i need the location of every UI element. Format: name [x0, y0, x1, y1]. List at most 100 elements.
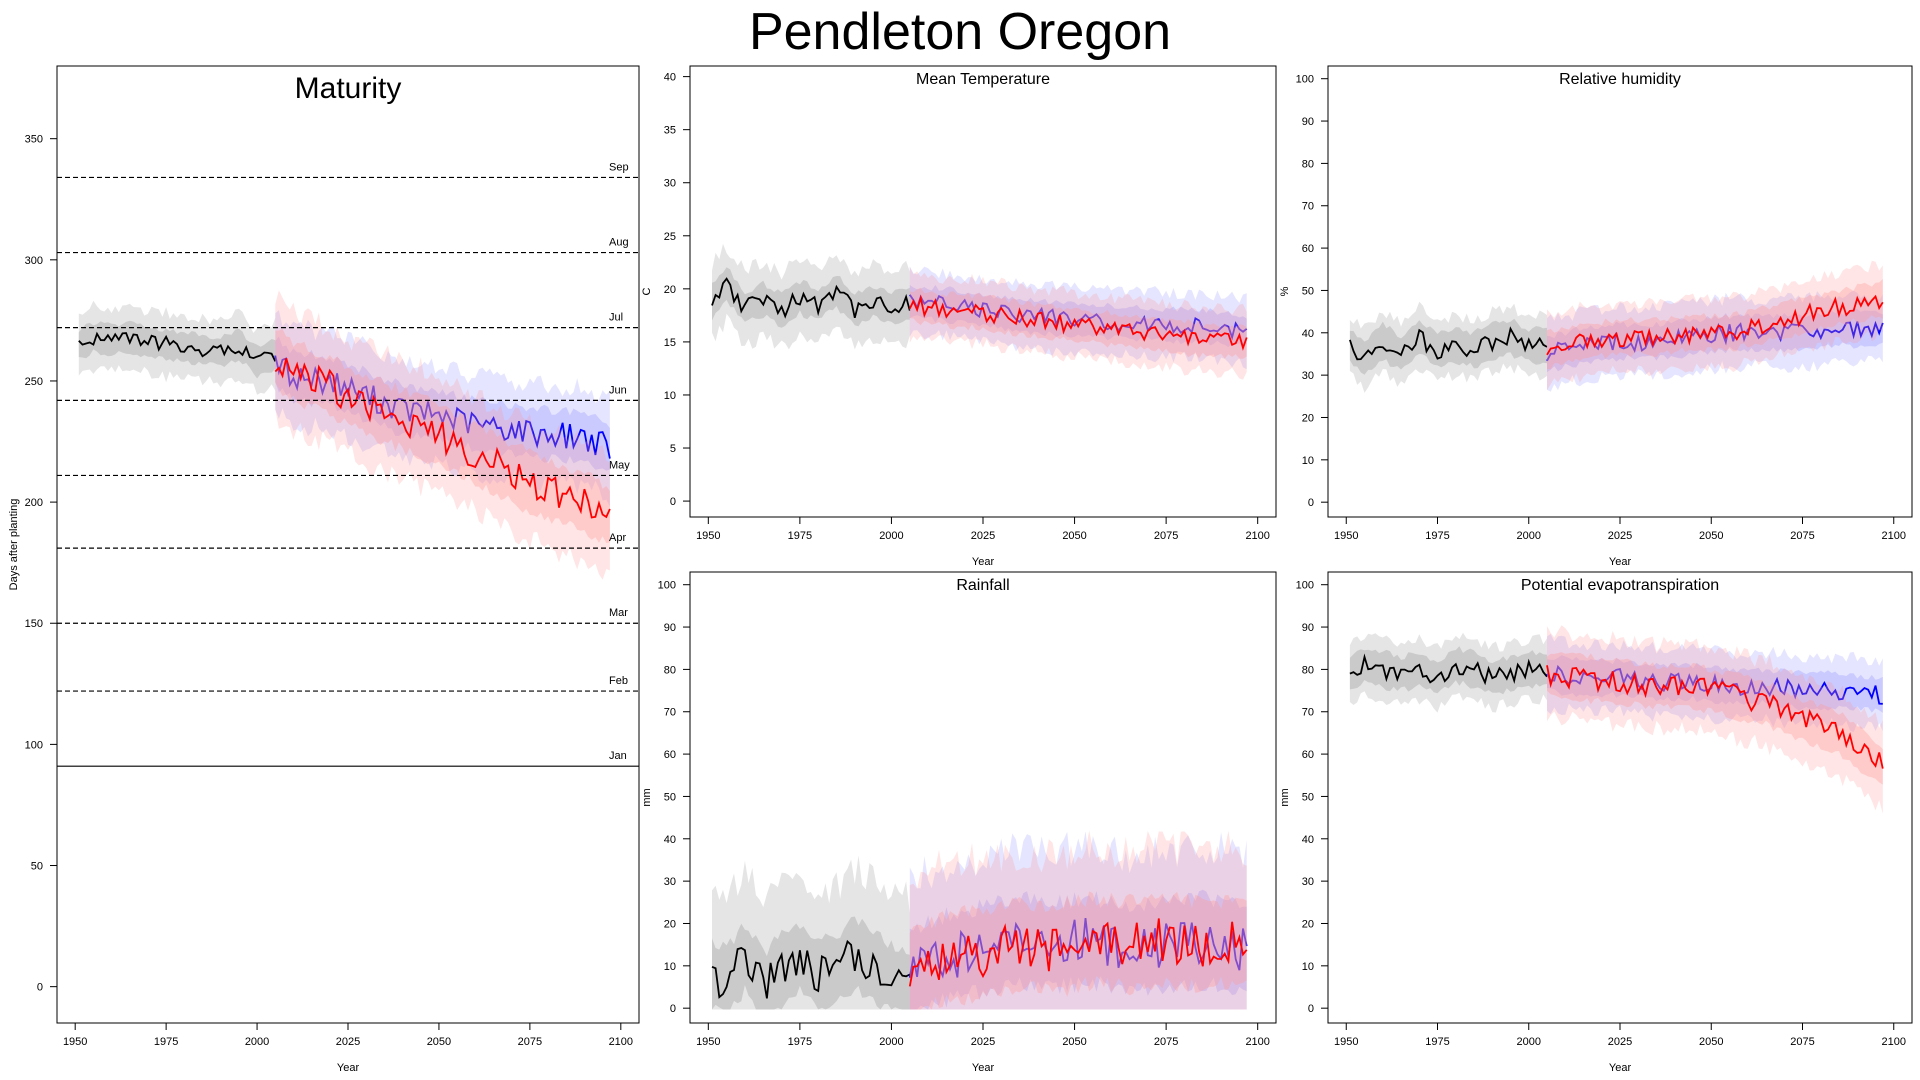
month-label-apr: Apr: [609, 532, 626, 544]
y-tick-label: 50: [1302, 285, 1314, 297]
y-tick-label: 0: [670, 1003, 676, 1015]
y-tick-label: 5: [670, 443, 676, 455]
maturity-scenario_red-inner-band: [275, 329, 610, 544]
maturity-title: Maturity: [295, 72, 402, 105]
rainfall-scenario_red-line: [908, 918, 1248, 987]
y-tick-label: 100: [1296, 74, 1314, 86]
y-tick-label: 60: [1302, 243, 1314, 255]
potential-evapotranspiration-scenario_red-outer-band: [1547, 625, 1883, 814]
relative-humidity-scenario_blue-line: [1546, 320, 1884, 362]
rainfall-historical-inner-band: [712, 916, 910, 1010]
y-tick-label: 80: [664, 664, 676, 676]
potential-evapotranspiration-title: Potential evapotranspiration: [1521, 577, 1719, 594]
x-tick-label: 1975: [788, 1036, 812, 1048]
x-tick-label: 2000: [879, 530, 903, 542]
month-label-jul: Jul: [609, 312, 623, 324]
x-tick-label: 2050: [1699, 1036, 1723, 1048]
mean-temperature-panel: 1950 1975 2000 2025 2050 2075 2100051015202530…: [641, 65, 1277, 568]
x-tick-label: 2075: [1790, 1036, 1814, 1048]
x-tick-label: 2100: [1245, 530, 1269, 542]
relative-humidity-historical-outer-band: [1349, 301, 1547, 393]
x-tick-label: 2075: [1154, 1036, 1178, 1048]
mean-temperature-scenario_blue-outer-band: [909, 266, 1247, 370]
x-tick-label: 2050: [1062, 530, 1086, 542]
y-tick-label: 90: [1302, 116, 1314, 128]
x-tick-label: 2025: [1608, 1036, 1632, 1048]
x-tick-label: 2050: [427, 1036, 451, 1048]
mean-temperature-scenario_red-line: [908, 294, 1248, 351]
relative-humidity-panel: 1950 1975 2000 2025 2050 2075 2100 0 10 20 30 40 50 6…: [1279, 65, 1913, 568]
y-tick-label: 30: [664, 178, 676, 190]
potential-evapotranspiration-plot-area: [1349, 625, 1884, 814]
rainfall-scenario_red-outer-band: [909, 830, 1247, 1010]
y-tick-label: 50: [31, 861, 43, 873]
y-tick-label: 30: [664, 876, 676, 888]
x-tick-label: 2025: [971, 1036, 995, 1048]
x-tick-label: 2025: [971, 530, 995, 542]
y-tick-label: 10: [664, 961, 676, 973]
maturity-scenario_red-line: [274, 358, 611, 519]
rainfall-scenario_red-inner-band: [909, 891, 1247, 1010]
rainfall-historical-line: [711, 939, 911, 999]
potential-evapotranspiration-y-axis-label: mm: [1279, 788, 1291, 806]
mean-temperature-plot-area: [711, 243, 1248, 380]
y-tick-label: 40: [664, 72, 676, 84]
y-tick-label: 15: [664, 337, 676, 349]
relative-humidity-y-axis-label: %: [1279, 286, 1291, 296]
y-tick-label: 0: [1308, 1003, 1314, 1015]
maturity-historical-line: [78, 331, 277, 362]
maturity-scenario_red-outer-band: [275, 290, 610, 580]
month-label-mar: Mar: [609, 607, 628, 619]
x-tick-label: 2100: [1882, 1036, 1906, 1048]
x-tick-label: 1975: [154, 1036, 178, 1048]
potential-evapotranspiration-historical-inner-band: [1349, 646, 1547, 695]
y-tick-label: 50: [664, 791, 676, 803]
mean-temperature-scenario_blue-line: [909, 294, 1248, 341]
relative-humidity-scenario_red-inner-band: [1547, 279, 1883, 370]
potential-evapotranspiration-x-axis-label: Year: [1609, 1062, 1632, 1074]
y-tick-label: 100: [1296, 580, 1314, 592]
y-tick-label: 0: [1308, 497, 1314, 509]
y-tick-label: 90: [1302, 622, 1314, 634]
mean-temperature-historical-line: [711, 277, 911, 319]
maturity-x-axis-label: Year: [337, 1062, 360, 1074]
relative-humidity-scenario_red-line: [1546, 294, 1884, 356]
rainfall-x-axis-label: Year: [972, 1062, 995, 1074]
y-tick-label: 0: [670, 496, 676, 508]
mean-temperature-title: Mean Temperature: [916, 71, 1050, 88]
mean-temperature-y-axis-label: C: [641, 287, 653, 295]
x-tick-label: 2100: [1245, 1036, 1269, 1048]
relative-humidity-scenario_red-outer-band: [1547, 260, 1883, 391]
page-title: Pendleton Oregon: [748, 3, 1172, 61]
x-tick-label: 2025: [1608, 530, 1632, 542]
y-tick-label: 40: [1302, 834, 1314, 846]
y-tick-label: 30: [1302, 370, 1314, 382]
rainfall-y-axis-label: mm: [641, 788, 653, 806]
month-label-aug: Aug: [609, 237, 629, 249]
x-tick-label: 1975: [1425, 530, 1449, 542]
y-tick-label: 20: [1302, 918, 1314, 930]
maturity-scenario_blue-outer-band: [275, 310, 610, 507]
relative-humidity-historical-line: [1349, 326, 1548, 361]
y-tick-label: 10: [1302, 455, 1314, 467]
month-label-sep: Sep: [609, 161, 629, 173]
rainfall-scenario_blue-outer-band: [909, 831, 1247, 1010]
x-tick-label: 1975: [788, 530, 812, 542]
x-tick-label: 2100: [609, 1036, 633, 1048]
month-label-jun: Jun: [609, 384, 627, 396]
month-label-jan: Jan: [609, 750, 627, 762]
y-tick-label: 70: [664, 707, 676, 719]
x-tick-label: 1950: [696, 530, 720, 542]
y-tick-label: 20: [664, 284, 676, 296]
x-tick-label: 1975: [1425, 1036, 1449, 1048]
x-tick-label: 2000: [1517, 530, 1541, 542]
relative-humidity-plot-area: [1349, 260, 1884, 393]
maturity-historical-outer-band: [78, 300, 276, 395]
y-tick-label: 25: [664, 231, 676, 243]
maturity-y-axis-label: Days after planting: [8, 499, 20, 591]
y-tick-label: 200: [25, 497, 43, 509]
x-tick-label: 2075: [518, 1036, 542, 1048]
y-tick-label: 30: [1302, 876, 1314, 888]
y-tick-label: 150: [25, 618, 43, 630]
